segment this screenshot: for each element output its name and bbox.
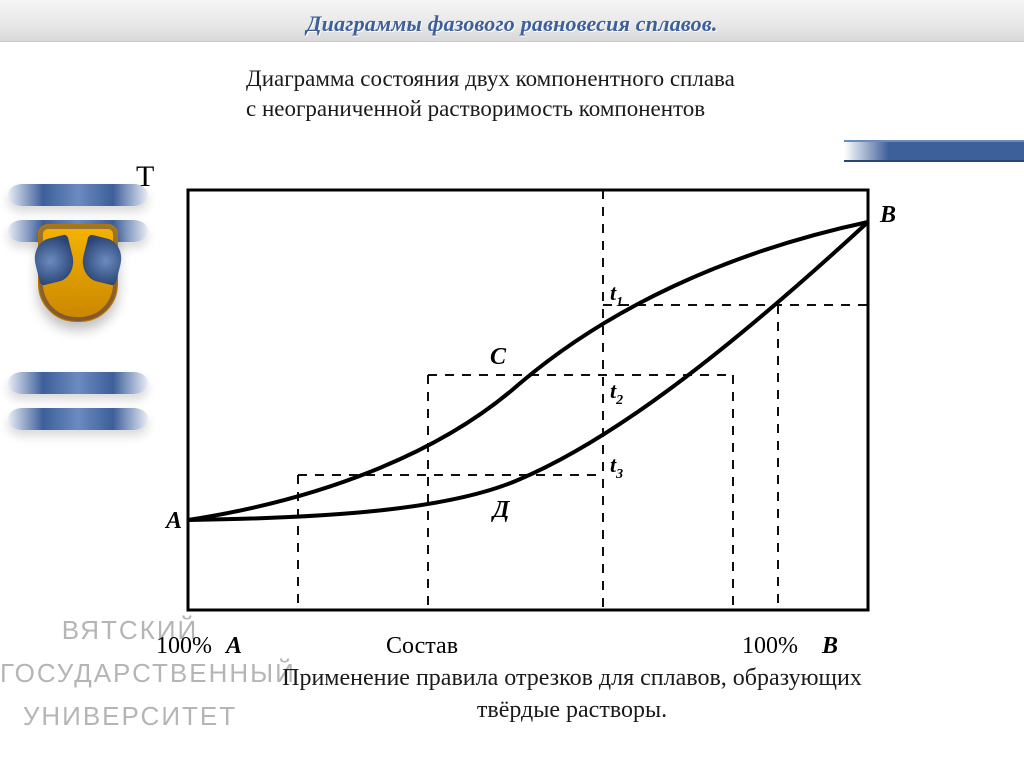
page-title: Диаграммы фазового равновесия сплавов. (306, 11, 717, 37)
xaxis-right-pct: 100% (742, 633, 798, 660)
university-emblem (8, 170, 148, 570)
xaxis-right-component: В (822, 633, 838, 660)
svg-text:С: С (490, 344, 507, 370)
svg-text:В: В (879, 202, 896, 228)
subtitle-line-2: с неограниченной растворимость компонент… (246, 94, 906, 124)
chart-frame (188, 190, 868, 610)
header-bar: Диаграммы фазового равновесия сплавов. (0, 0, 1024, 42)
xaxis-left-pct: 100% (156, 633, 212, 660)
subtitle-line-1: Диаграмма состояния двух компонентного с… (246, 64, 906, 94)
caption-line-1: Применение правила отрезков для сплавов,… (160, 662, 984, 694)
xaxis-left-component: А (226, 633, 242, 660)
subtitle: Диаграмма состояния двух компонентного с… (232, 56, 920, 134)
svg-text:А: А (164, 508, 182, 534)
caption-line-2: твёрдые растворы. (160, 694, 984, 726)
xaxis-center-label: Состав (386, 633, 458, 660)
y-axis-label: T (136, 160, 154, 194)
caption: Применение правила отрезков для сплавов,… (160, 662, 984, 727)
accent-bar (844, 140, 1024, 162)
svg-text:Д: Д (491, 497, 511, 523)
phase-diagram: T АВСДt1t2t3 100% А Состав 100% В (138, 160, 898, 650)
phase-diagram-svg: АВСДt1t2t3 (138, 160, 898, 650)
